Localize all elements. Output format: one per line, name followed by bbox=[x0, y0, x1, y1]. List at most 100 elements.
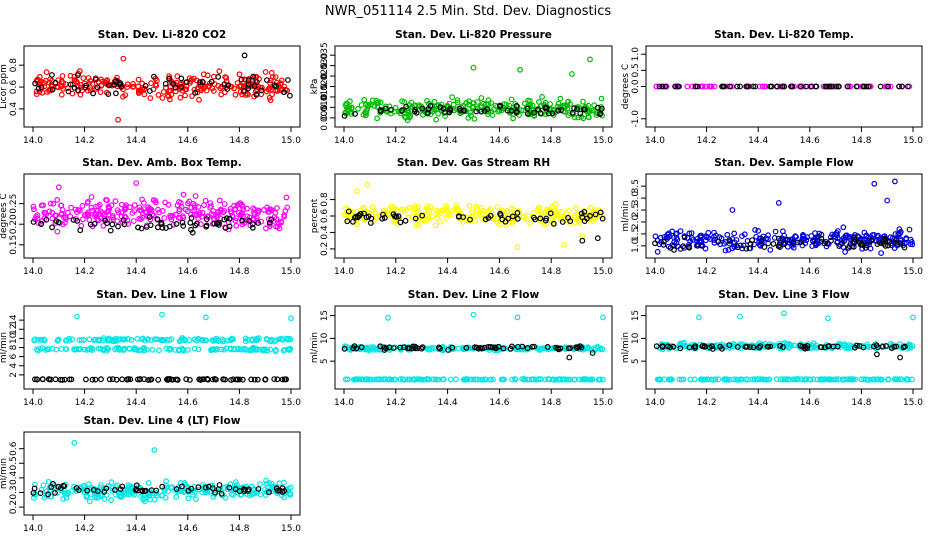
x-tick-label: 14.0 bbox=[23, 398, 43, 408]
data-point bbox=[92, 76, 99, 83]
x-tick-label: 14.2 bbox=[386, 267, 406, 277]
x-tick-label: 14.0 bbox=[645, 398, 665, 408]
data-point bbox=[52, 490, 58, 496]
data-point bbox=[662, 83, 669, 90]
data-point bbox=[74, 72, 81, 78]
data-point bbox=[97, 89, 104, 95]
data-point bbox=[892, 231, 899, 237]
y-tick-label: 0.8 bbox=[320, 192, 330, 207]
data-point bbox=[885, 376, 891, 383]
points bbox=[652, 178, 916, 257]
data-point bbox=[162, 84, 169, 91]
data-point bbox=[146, 88, 153, 94]
data-point bbox=[132, 346, 139, 353]
data-point bbox=[509, 213, 516, 220]
data-point bbox=[525, 376, 532, 383]
data-point bbox=[265, 86, 272, 93]
data-point bbox=[196, 96, 202, 103]
data-point bbox=[772, 228, 779, 235]
data-point bbox=[240, 206, 247, 213]
data-point bbox=[244, 213, 251, 220]
data-point bbox=[215, 73, 222, 80]
data-point bbox=[135, 224, 141, 231]
x-tick-label: 14.4 bbox=[438, 136, 458, 146]
data-point bbox=[166, 347, 173, 353]
data-point bbox=[594, 235, 601, 242]
data-point bbox=[55, 184, 62, 191]
data-point bbox=[130, 83, 137, 90]
data-point bbox=[85, 481, 92, 488]
data-point bbox=[355, 105, 361, 112]
data-point bbox=[722, 247, 729, 254]
data-point bbox=[154, 224, 161, 231]
data-point bbox=[158, 219, 165, 226]
data-point bbox=[503, 221, 509, 228]
data-point bbox=[581, 218, 588, 225]
data-point bbox=[341, 212, 348, 218]
points bbox=[341, 311, 606, 383]
data-point bbox=[537, 215, 544, 222]
data-point bbox=[276, 480, 283, 487]
data-point bbox=[780, 228, 786, 235]
data-point bbox=[143, 224, 150, 230]
data-point bbox=[159, 311, 165, 318]
data-point bbox=[75, 207, 82, 213]
data-point bbox=[514, 108, 520, 115]
data-point bbox=[440, 105, 447, 112]
data-point bbox=[865, 377, 871, 383]
data-point bbox=[586, 114, 592, 121]
data-point bbox=[133, 486, 140, 493]
data-point bbox=[500, 345, 507, 352]
data-point bbox=[131, 208, 138, 214]
x-tick-label: 14.2 bbox=[386, 136, 406, 146]
data-point bbox=[494, 104, 500, 110]
data-point bbox=[162, 80, 169, 87]
data-point bbox=[285, 77, 291, 83]
data-point bbox=[903, 376, 910, 383]
data-point bbox=[276, 336, 283, 343]
data-point bbox=[148, 376, 155, 383]
data-point bbox=[101, 211, 108, 218]
data-point bbox=[131, 491, 138, 498]
data-point bbox=[698, 239, 705, 246]
data-point bbox=[106, 82, 112, 89]
data-point bbox=[885, 242, 891, 249]
data-point bbox=[574, 104, 580, 110]
data-point bbox=[579, 237, 586, 244]
data-point bbox=[273, 347, 279, 353]
data-point bbox=[456, 213, 462, 220]
data-point bbox=[537, 212, 543, 218]
data-point bbox=[92, 376, 99, 383]
data-point bbox=[678, 376, 685, 383]
x-tick-label: 15.0 bbox=[281, 136, 301, 146]
data-point bbox=[38, 84, 45, 91]
data-point bbox=[344, 100, 351, 107]
data-point bbox=[569, 71, 575, 77]
data-point bbox=[709, 343, 715, 350]
points bbox=[653, 83, 913, 90]
data-point bbox=[495, 343, 502, 350]
data-point bbox=[39, 376, 46, 383]
data-point bbox=[58, 91, 65, 98]
y-tick-label: 0.6 bbox=[9, 441, 19, 456]
data-point bbox=[59, 210, 65, 217]
data-point bbox=[207, 200, 214, 207]
data-point bbox=[435, 209, 441, 216]
data-point bbox=[357, 210, 364, 217]
data-point bbox=[864, 242, 870, 249]
data-point bbox=[424, 376, 431, 383]
x-tick-label: 14.4 bbox=[748, 398, 768, 408]
data-point bbox=[245, 85, 252, 92]
data-point bbox=[485, 343, 492, 350]
data-point bbox=[148, 487, 155, 494]
data-point bbox=[38, 486, 45, 493]
data-point bbox=[365, 345, 372, 352]
data-point bbox=[196, 79, 203, 85]
y-tick-label: 2.0 bbox=[631, 215, 641, 230]
data-point bbox=[81, 346, 88, 353]
data-point bbox=[715, 376, 722, 383]
data-point bbox=[141, 85, 148, 92]
x-tick-label: 14.2 bbox=[75, 136, 95, 146]
data-point bbox=[118, 209, 125, 216]
data-point bbox=[185, 200, 191, 207]
